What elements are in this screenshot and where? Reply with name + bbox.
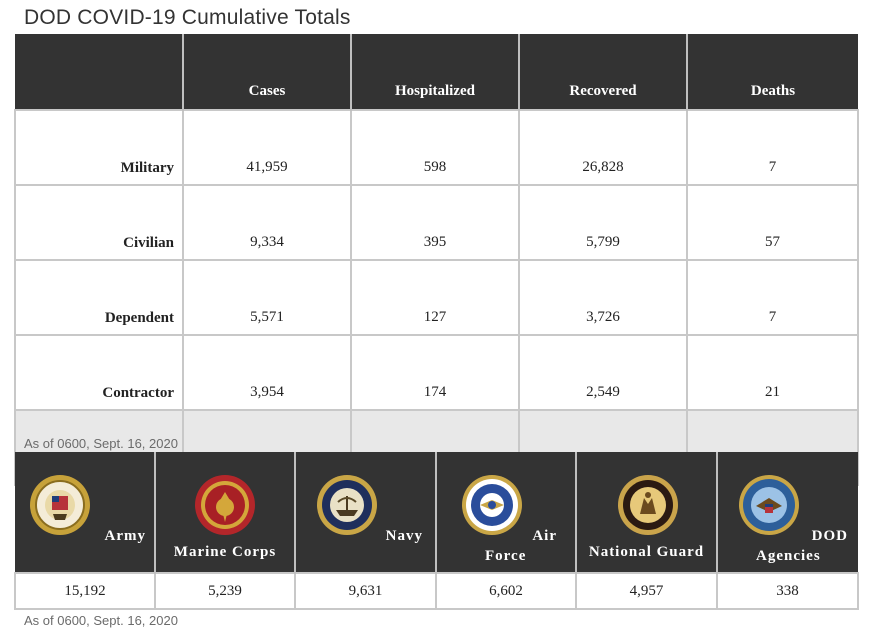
cell-cases: 5,571 bbox=[182, 259, 352, 336]
service-marine-corps: Marine Corps bbox=[154, 452, 295, 573]
header-deaths: Deaths bbox=[686, 34, 858, 110]
header-hospitalized: Hospitalized bbox=[350, 34, 519, 110]
cell-cases: 9,334 bbox=[182, 184, 352, 261]
as-of-note-bottom: As of 0600, Sept. 16, 2020 bbox=[24, 613, 178, 628]
header-recovered: Recovered bbox=[518, 34, 687, 110]
service-value-dod-agencies: 338 bbox=[716, 572, 859, 610]
cell-cases: 3,954 bbox=[182, 334, 352, 411]
service-navy: Navy bbox=[294, 452, 436, 573]
service-value-navy: 9,631 bbox=[294, 572, 437, 610]
service-dod-agencies: DOD Agencies bbox=[716, 452, 858, 573]
header-blank bbox=[15, 34, 183, 110]
service-label: Marine Corps bbox=[173, 544, 277, 560]
cell-hospitalized: 174 bbox=[350, 334, 520, 411]
service-national-guard: National Guard bbox=[575, 452, 717, 573]
service-value-national-guard: 4,957 bbox=[575, 572, 718, 610]
cell-recovered: 5,799 bbox=[518, 184, 688, 261]
as-of-note-top: As of 0600, Sept. 16, 2020 bbox=[24, 436, 178, 451]
marine-corps-seal-icon bbox=[194, 474, 256, 536]
service-label: Navy bbox=[385, 528, 423, 544]
row-label-contractor: Contractor bbox=[14, 334, 184, 411]
header-cases: Cases bbox=[182, 34, 351, 110]
cell-deaths: 7 bbox=[686, 109, 859, 186]
service-label-line2: Agencies bbox=[756, 548, 821, 564]
national-guard-seal-icon bbox=[617, 474, 679, 536]
army-seal-icon bbox=[29, 474, 91, 536]
service-value-marine-corps: 5,239 bbox=[154, 572, 296, 610]
cell-recovered: 2,549 bbox=[518, 334, 688, 411]
service-army: Army bbox=[15, 452, 155, 573]
table-row: Military 41,959 598 26,828 7 bbox=[14, 109, 859, 186]
cell-hospitalized: 598 bbox=[350, 109, 520, 186]
cell-hospitalized: 127 bbox=[350, 259, 520, 336]
row-label-civilian: Civilian bbox=[14, 184, 184, 261]
cumulative-totals-table: Cases Hospitalized Recovered Deaths Mili… bbox=[14, 34, 859, 486]
cell-deaths: 57 bbox=[686, 184, 859, 261]
cell-recovered: 26,828 bbox=[518, 109, 688, 186]
cell-cases: 41,959 bbox=[182, 109, 352, 186]
navy-seal-icon bbox=[316, 474, 378, 536]
air-force-seal-icon bbox=[461, 474, 523, 536]
service-air-force: Air Force bbox=[435, 452, 576, 573]
cell-recovered: 3,726 bbox=[518, 259, 688, 336]
service-header-row: Army Marine Corps Navy Air Force bbox=[15, 452, 858, 573]
service-label-line2: Force bbox=[485, 548, 527, 564]
table-row: Contractor 3,954 174 2,549 21 bbox=[14, 334, 859, 411]
table-row: Civilian 9,334 395 5,799 57 bbox=[14, 184, 859, 261]
dod-seal-icon bbox=[738, 474, 800, 536]
service-label: Army bbox=[104, 528, 146, 544]
service-label: Air bbox=[532, 528, 557, 544]
table-header-row: Cases Hospitalized Recovered Deaths bbox=[15, 34, 858, 110]
row-label-military: Military bbox=[14, 109, 184, 186]
service-values-row: 15,192 5,239 9,631 6,602 4,957 338 bbox=[14, 572, 859, 610]
row-label-dependent: Dependent bbox=[14, 259, 184, 336]
page-title: DOD COVID-19 Cumulative Totals bbox=[24, 6, 351, 29]
service-label: DOD bbox=[811, 528, 848, 544]
service-label: National Guard bbox=[588, 544, 705, 560]
service-value-army: 15,192 bbox=[14, 572, 156, 610]
cell-deaths: 7 bbox=[686, 259, 859, 336]
table-row: Dependent 5,571 127 3,726 7 bbox=[14, 259, 859, 336]
cell-hospitalized: 395 bbox=[350, 184, 520, 261]
cell-deaths: 21 bbox=[686, 334, 859, 411]
service-branch-table: Army Marine Corps Navy Air Force bbox=[14, 452, 859, 610]
service-value-air-force: 6,602 bbox=[435, 572, 577, 610]
